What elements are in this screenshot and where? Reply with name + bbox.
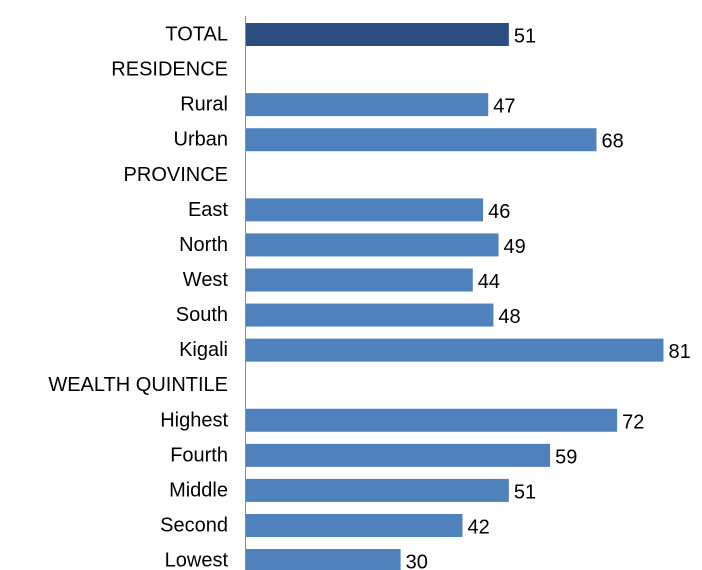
category-label-west: West [183, 269, 229, 291]
category-label-rural: Rural [180, 94, 228, 116]
value-label-north: 49 [504, 236, 526, 258]
value-label-middle: 51 [514, 481, 536, 503]
category-label-wealth-quintile: WEALTH QUINTILE [48, 374, 228, 396]
category-label-east: East [188, 199, 228, 221]
category-label-middle: Middle [169, 479, 228, 501]
category-label-urban: Urban [174, 129, 228, 151]
bar-middle [246, 478, 509, 502]
value-label-highest: 72 [622, 411, 644, 433]
category-label-province: PROVINCE [124, 164, 228, 186]
bar-lowest [246, 549, 401, 570]
bar-west [246, 268, 473, 292]
value-label-kigali: 81 [668, 341, 690, 363]
bar-kigali [246, 338, 664, 362]
bar-east [246, 198, 484, 222]
category-label-second: Second [160, 514, 228, 536]
value-label-lowest: 30 [406, 552, 428, 570]
category-label-lowest: Lowest [165, 550, 229, 570]
value-label-total: 51 [514, 26, 536, 48]
category-label-north: North [179, 234, 228, 256]
bar-fourth [246, 443, 551, 467]
bar-south [246, 303, 494, 327]
value-label-south: 48 [498, 306, 520, 328]
value-label-rural: 47 [493, 96, 515, 118]
category-label-highest: Highest [160, 409, 228, 431]
category-label-residence: RESIDENCE [111, 59, 228, 81]
bar-urban [246, 128, 597, 152]
category-label-fourth: Fourth [170, 444, 228, 466]
bar-highest [246, 408, 618, 432]
category-label-south: South [176, 304, 228, 326]
value-label-urban: 68 [601, 131, 623, 153]
value-label-fourth: 59 [555, 446, 577, 468]
bar-second [246, 513, 463, 537]
value-label-second: 42 [467, 516, 489, 538]
bar-total [246, 23, 509, 46]
bars-group [246, 23, 664, 570]
value-label-east: 46 [488, 201, 510, 223]
bar-north [246, 233, 499, 257]
category-labels-group: TOTAL RESIDENCE Rural Urban PROVINCE East Nort… [48, 24, 228, 570]
value-label-west: 44 [478, 271, 500, 293]
category-label-kigali: Kigali [179, 339, 228, 361]
category-label-total: TOTAL [165, 24, 228, 46]
bar-rural [246, 93, 489, 117]
